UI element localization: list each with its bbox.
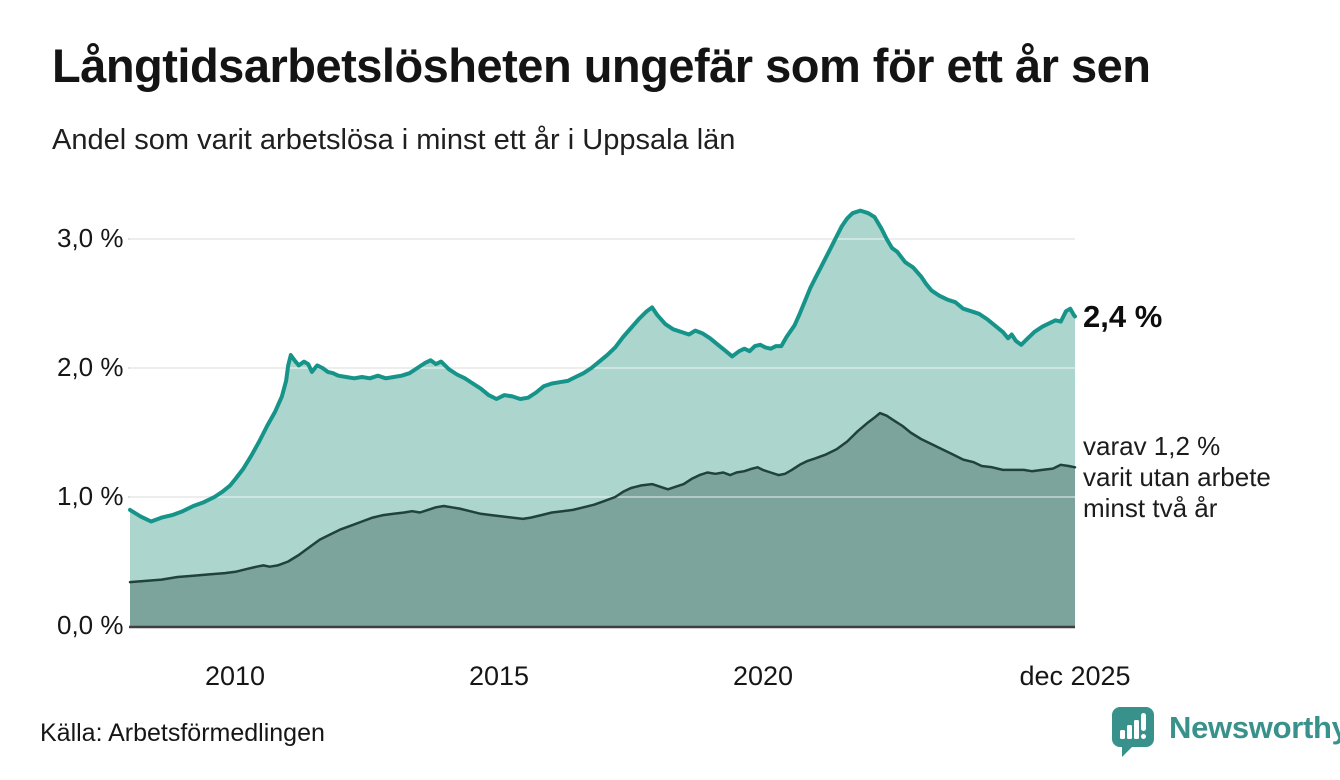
bar-chart-pin-icon: [1112, 707, 1154, 757]
source-attribution: Källa: Arbetsförmedlingen: [40, 719, 325, 747]
y-tick-2: 2,0 %: [57, 351, 124, 382]
y-tick-1: 1,0 %: [57, 480, 124, 511]
brand-logo[interactable]: Newsworthy: [1108, 705, 1340, 757]
pin-bubble-shape: [1112, 707, 1154, 757]
exclamation-bar: [1141, 713, 1146, 731]
latest-value-label: 2,4 %: [1083, 299, 1163, 334]
line-minst-ett-ar: [128, 208, 1077, 524]
line-minst-tva-ar: [128, 411, 1077, 584]
area-minst-tva-ar: [130, 413, 1075, 626]
bar-large: [1134, 720, 1139, 739]
x-tick-2: 2020: [732, 661, 794, 691]
exclamation-dot: [1141, 734, 1146, 739]
x-tick-1: 2015: [468, 661, 530, 691]
series-areas: [130, 210, 1075, 626]
x-tick-0: 2010: [204, 661, 266, 691]
page-subtitle: Andel som varit arbetslösa i minst ett å…: [52, 124, 736, 156]
secondary-value-line: minst två år: [1083, 493, 1218, 523]
bar-small: [1120, 730, 1125, 739]
series-lines: [128, 208, 1077, 584]
brand-name: Newsworthy: [1169, 710, 1340, 745]
y-tick-0: 0,0 %: [57, 609, 124, 640]
y-tick-3: 3,0 %: [57, 222, 124, 253]
secondary-value-line: varit utan arbete: [1083, 462, 1271, 492]
secondary-value-line: varav 1,2 %: [1083, 431, 1221, 461]
x-tick-3: dec 2025: [1019, 661, 1131, 691]
page-title: Långtidsarbetslösheten ungefär som för e…: [52, 39, 1151, 92]
secondary-value-label: varav 1,2 % varit utan arbete minst två …: [1083, 431, 1271, 524]
bar-medium: [1127, 725, 1132, 739]
